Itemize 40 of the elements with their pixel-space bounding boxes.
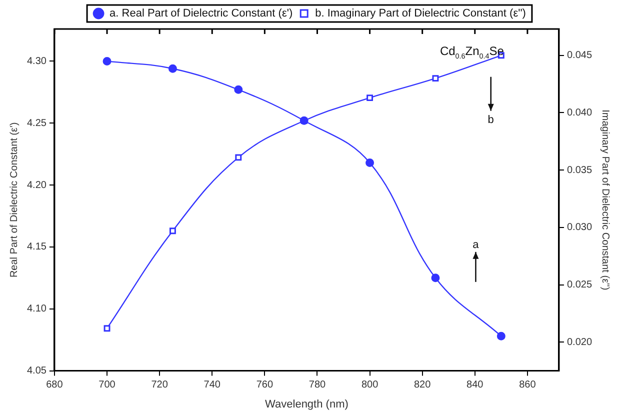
legend-label: a. Real Part of Dielectric Constant (ε')	[110, 8, 293, 20]
y-tick-label: 4.30	[26, 56, 47, 67]
y-tick-label: 4.15	[26, 242, 47, 253]
y2-axis-title: Imaginary Part of Dielectric Constant (ε'')	[599, 110, 610, 290]
y2-tick-label: 0.030	[566, 222, 592, 234]
point	[235, 154, 242, 161]
y2-tick-label: 0.025	[566, 280, 592, 291]
point	[366, 94, 374, 102]
x-tick-label: 780	[308, 380, 326, 391]
x-tick-label: 680	[46, 380, 64, 391]
point	[234, 85, 243, 94]
x-tick-label: 800	[361, 380, 379, 391]
point	[496, 332, 506, 340]
y-tick-label: 4.05	[26, 366, 47, 377]
x-tick-label: 700	[98, 380, 116, 391]
point	[366, 158, 374, 167]
point	[104, 325, 110, 332]
annotation: a	[472, 238, 480, 251]
point	[431, 274, 440, 282]
x-tick-label: 760	[256, 380, 274, 391]
y-axis-title: Real Part of Dielectric Constant (ε')	[8, 122, 20, 278]
legend-label: b. Imaginary Part of Dielectric Constant (ε'')	[315, 8, 526, 20]
point	[169, 228, 176, 234]
y-tick-label: 4.10	[26, 304, 47, 315]
annotation: b	[488, 114, 494, 126]
y-tick-label: 4.20	[26, 180, 47, 191]
x-tick-label: 740	[204, 380, 221, 391]
x-tick-label: 720	[151, 380, 168, 391]
point	[102, 56, 112, 66]
point	[432, 75, 439, 82]
x-tick-label: 860	[519, 380, 536, 391]
y2-tick-label: 0.045	[566, 50, 592, 62]
point	[168, 64, 177, 73]
y2-tick-label: 0.035	[566, 164, 592, 176]
y2-tick-label: 0.040	[566, 107, 592, 118]
x-tick-label: 840	[466, 380, 484, 391]
x-tick-label: 820	[414, 380, 432, 391]
y2-tick-label: 0.020	[566, 336, 592, 348]
y-tick-label: 4.25	[26, 118, 47, 129]
x-axis-title: Wavelength (nm)	[265, 398, 348, 410]
